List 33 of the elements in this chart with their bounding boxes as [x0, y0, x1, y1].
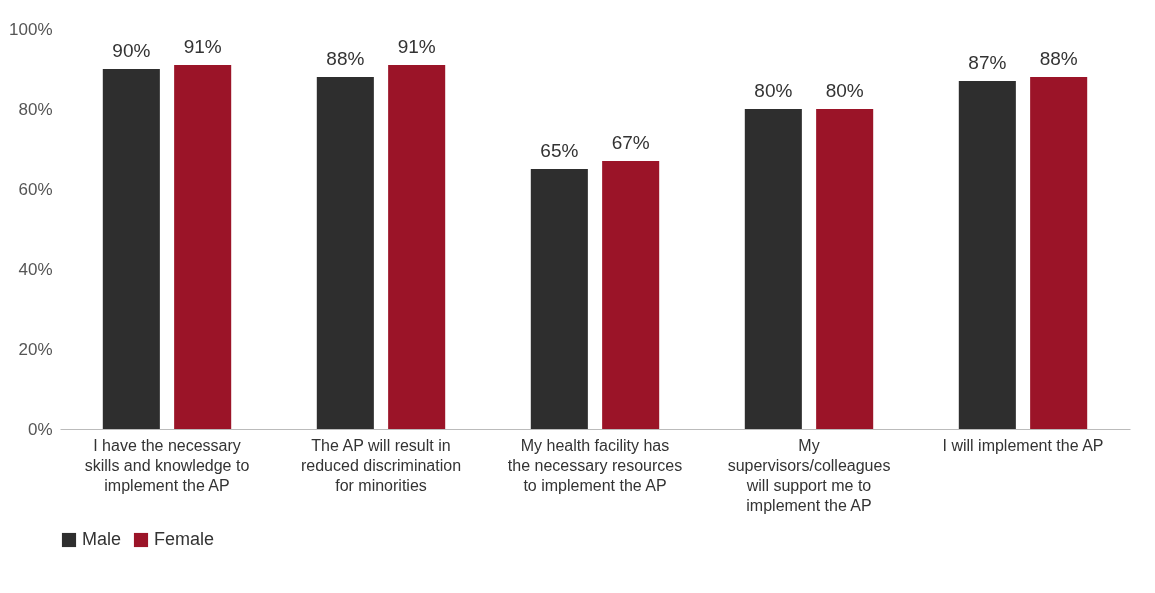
data-label: 65% — [540, 140, 579, 161]
y-tick-label: 80% — [18, 99, 53, 119]
bar — [316, 77, 374, 429]
bar — [744, 109, 802, 429]
data-label: 91% — [183, 36, 222, 57]
y-tick-label: 60% — [18, 179, 53, 199]
x-tick-label: I have the necessary skills and knowledge to implement the AP — [84, 436, 250, 494]
y-tick-label: 0% — [27, 419, 53, 439]
data-label: 87% — [968, 52, 1007, 73]
x-tick-label: My supervisors/colleagues will support me to implement the AP — [727, 436, 891, 514]
x-tick-label: I will implement the AP — [942, 436, 1104, 454]
legend-label: Male — [82, 529, 122, 549]
y-tick-label: 20% — [18, 339, 53, 359]
x-tick-label: The AP will result in reduced discrimination for minorities — [300, 436, 462, 494]
data-label: 88% — [326, 48, 365, 69]
bar — [1030, 77, 1088, 429]
data-label: 80% — [754, 80, 793, 101]
data-label: 67% — [611, 132, 650, 153]
x-tick-label: My health facility has the necessary resources to implement the AP — [507, 436, 683, 494]
data-label: 88% — [1039, 48, 1078, 69]
bar — [958, 81, 1016, 429]
bar — [816, 109, 874, 429]
bar — [174, 65, 232, 429]
legend-label: Female — [154, 529, 215, 549]
bar — [102, 69, 160, 429]
data-label: 90% — [112, 40, 151, 61]
bar — [530, 169, 588, 429]
bar — [388, 65, 446, 429]
data-label: 91% — [397, 36, 436, 57]
y-tick-label: 40% — [18, 259, 53, 279]
bar — [602, 161, 660, 429]
y-tick-label: 100% — [9, 19, 53, 39]
data-label: 80% — [825, 80, 864, 101]
